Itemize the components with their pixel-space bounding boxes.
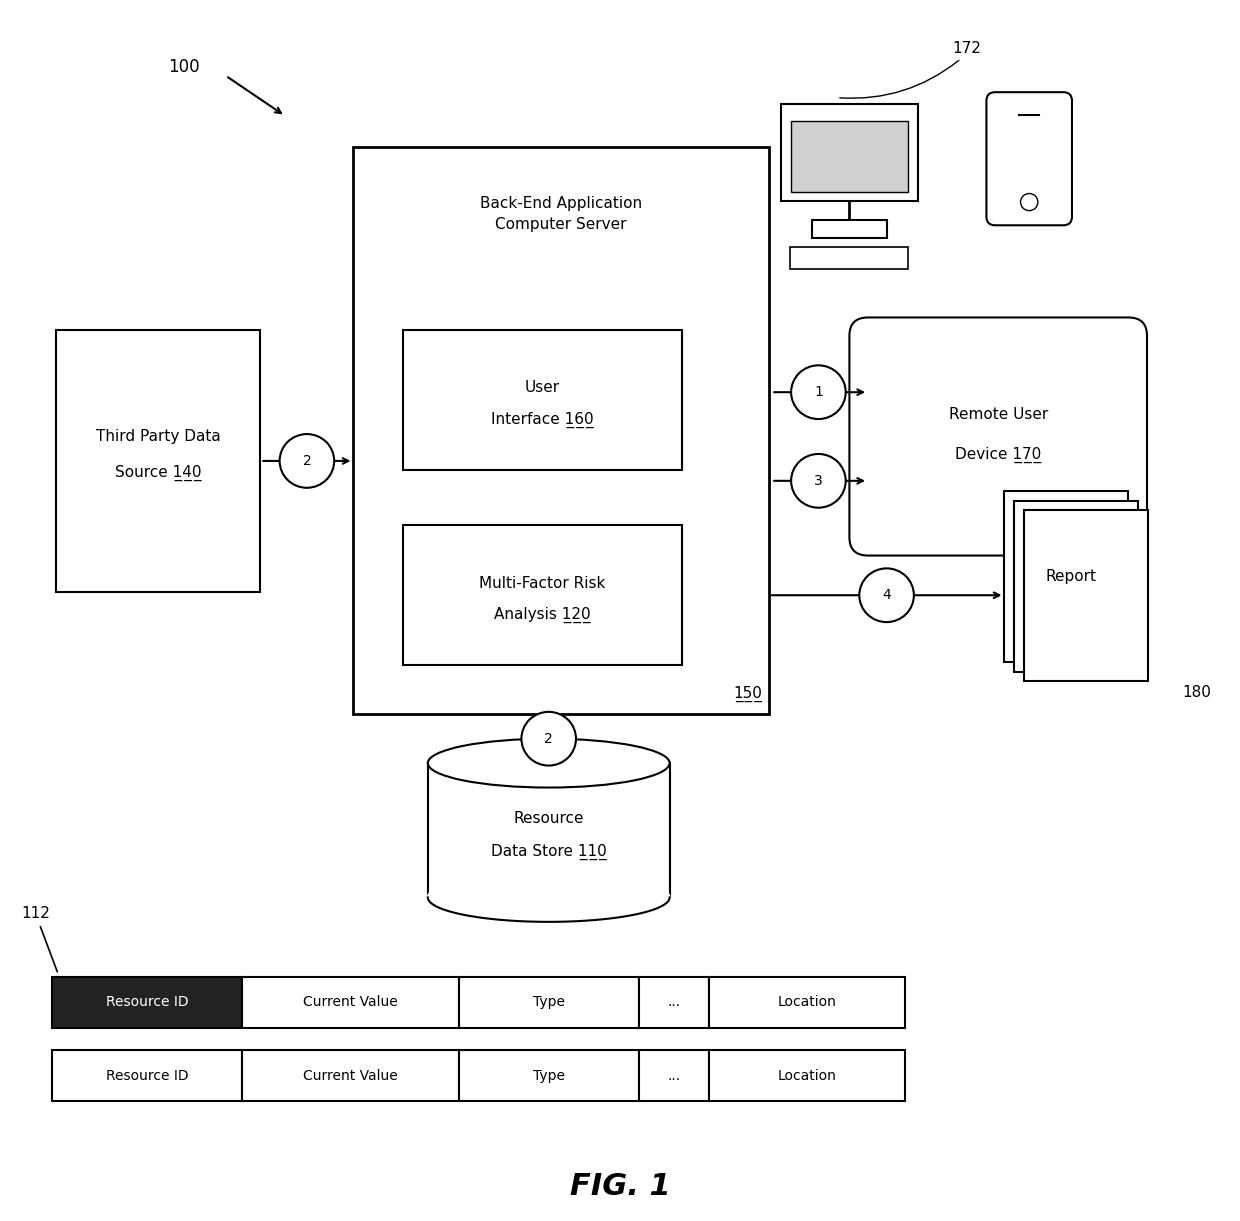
Text: Report: Report: [1045, 569, 1097, 584]
Bar: [781, 104, 918, 201]
Bar: [56, 330, 260, 592]
Bar: [52, 977, 242, 1028]
Text: Device 1̲7̲0̲: Device 1̲7̲0̲: [955, 447, 1042, 463]
Ellipse shape: [428, 873, 670, 922]
FancyBboxPatch shape: [849, 317, 1147, 556]
Circle shape: [791, 454, 846, 508]
Text: Type: Type: [533, 1068, 564, 1083]
Bar: [353, 147, 769, 714]
Bar: [52, 1050, 242, 1101]
Text: 112: 112: [21, 906, 57, 972]
Text: Remote User: Remote User: [949, 407, 1048, 422]
Bar: [1014, 501, 1138, 672]
Text: Interface 1̲6̲0̲: Interface 1̲6̲0̲: [491, 411, 594, 427]
Text: 2: 2: [303, 454, 311, 468]
Text: Current Value: Current Value: [303, 1068, 398, 1083]
Text: Location: Location: [777, 995, 837, 1010]
Ellipse shape: [428, 739, 670, 788]
Text: Resource: Resource: [513, 811, 584, 825]
Bar: [639, 1050, 709, 1101]
Text: FIG. 1: FIG. 1: [569, 1172, 671, 1201]
Bar: [403, 330, 682, 470]
Bar: [242, 977, 459, 1028]
Text: 1: 1: [813, 385, 823, 399]
Bar: [428, 763, 670, 897]
Circle shape: [280, 435, 334, 488]
Text: Data Store 1̲1̲0̲: Data Store 1̲1̲0̲: [491, 844, 606, 861]
Text: Back-End Application
Computer Server: Back-End Application Computer Server: [480, 195, 642, 232]
Text: Source 1̲4̲0̲: Source 1̲4̲0̲: [115, 465, 201, 481]
Circle shape: [859, 569, 914, 623]
Text: Analysis 1̲2̲0̲: Analysis 1̲2̲0̲: [495, 607, 590, 623]
Bar: [790, 247, 908, 269]
Text: 100: 100: [167, 59, 200, 76]
Text: Location: Location: [777, 1068, 837, 1083]
Text: User: User: [525, 380, 560, 396]
Bar: [1024, 510, 1148, 681]
Text: 180: 180: [1182, 685, 1211, 700]
Circle shape: [522, 712, 575, 766]
Bar: [791, 121, 908, 192]
Bar: [459, 1050, 639, 1101]
Circle shape: [1021, 194, 1038, 211]
Text: Type: Type: [533, 995, 564, 1010]
Text: 2: 2: [544, 731, 553, 746]
Circle shape: [791, 365, 846, 419]
Bar: [709, 1050, 905, 1101]
FancyBboxPatch shape: [987, 93, 1071, 226]
Bar: [459, 977, 639, 1028]
Text: 3: 3: [813, 474, 823, 488]
Text: 1̲5̲0̲: 1̲5̲0̲: [734, 686, 763, 702]
Text: Current Value: Current Value: [303, 995, 398, 1010]
Bar: [403, 525, 682, 665]
Text: Multi-Factor Risk: Multi-Factor Risk: [480, 575, 605, 591]
Text: ...: ...: [667, 995, 681, 1010]
Text: Resource ID: Resource ID: [105, 1068, 188, 1083]
Text: 172: 172: [952, 42, 982, 56]
Bar: [242, 1050, 459, 1101]
Bar: [812, 220, 887, 238]
Bar: [639, 977, 709, 1028]
Text: Third Party Data: Third Party Data: [95, 429, 221, 444]
Text: Resource ID: Resource ID: [105, 995, 188, 1010]
Bar: [1004, 491, 1128, 662]
Bar: [709, 977, 905, 1028]
Text: ...: ...: [667, 1068, 681, 1083]
Text: 4: 4: [882, 589, 892, 602]
